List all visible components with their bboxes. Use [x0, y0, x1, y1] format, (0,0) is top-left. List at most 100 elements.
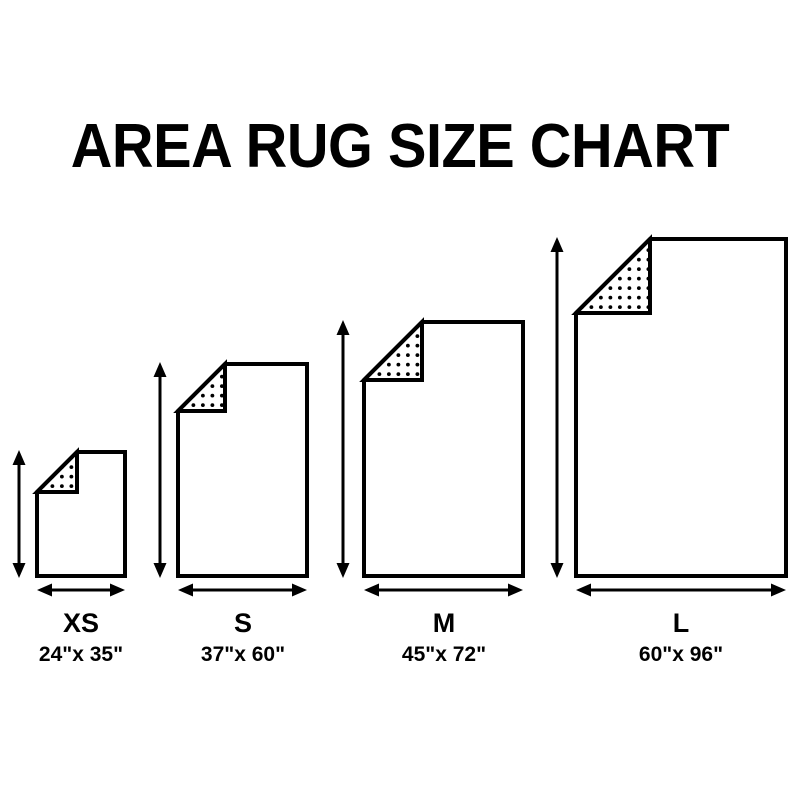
fold-dot — [377, 334, 382, 339]
fold-dot — [415, 372, 420, 377]
fold-dot — [386, 324, 391, 329]
fold-dot — [627, 295, 632, 300]
fold-dot — [367, 353, 372, 358]
fold-dot — [608, 295, 613, 300]
fold-dot — [589, 248, 594, 253]
fold-dot — [598, 239, 603, 243]
fold-dot — [396, 324, 401, 329]
fold-dot — [589, 257, 594, 262]
fold-dot — [415, 362, 420, 367]
fold-dot — [627, 239, 632, 243]
fold-dot — [617, 276, 622, 281]
fold-dot — [200, 365, 205, 370]
fold-dot — [367, 343, 372, 348]
fold-dot — [191, 374, 196, 379]
rug-dimension-label-xs: 24"x 35" — [38, 643, 124, 666]
fold-dot — [636, 276, 641, 281]
fold-dot — [181, 384, 186, 389]
rug-dimension-label-l: 60"x 96" — [638, 643, 724, 666]
fold-dot — [617, 286, 622, 291]
fold-dot — [579, 295, 584, 300]
fold-dot — [367, 324, 372, 329]
fold-dot — [200, 403, 205, 408]
rug-fold-outline-l — [571, 234, 652, 315]
fold-dot — [40, 455, 45, 460]
fold-dot — [589, 276, 594, 281]
fold-dot — [405, 324, 410, 329]
fold-dot — [636, 305, 641, 310]
fold-dot — [210, 403, 215, 408]
fold-dot — [627, 276, 632, 281]
fold-dot — [415, 353, 420, 358]
fold-dot — [636, 257, 641, 262]
fold-dot — [415, 343, 420, 348]
fold-dot — [396, 362, 401, 367]
fold-dot — [608, 239, 613, 243]
rug-size-label-s: S — [233, 608, 252, 638]
fold-dot — [598, 248, 603, 253]
fold-dot — [219, 374, 224, 379]
fold-dot — [617, 257, 622, 262]
fold-dot — [59, 474, 64, 479]
fold-dot — [589, 267, 594, 272]
fold-dot — [210, 393, 215, 398]
fold-dot — [377, 343, 382, 348]
rug-dimension-label-s: 37"x 60" — [200, 643, 286, 666]
rug-figure-s — [153, 359, 309, 597]
fold-dot — [386, 372, 391, 377]
length-arrow-xs — [12, 450, 26, 578]
length-arrow-s — [153, 362, 167, 578]
fold-dot — [617, 239, 622, 243]
fold-dot — [69, 465, 74, 470]
fold-dot — [396, 353, 401, 358]
fold-dot — [405, 343, 410, 348]
fold-dot — [396, 372, 401, 377]
rug-size-label-xs: XS — [62, 608, 100, 638]
fold-dot — [579, 286, 584, 291]
fold-dot — [636, 239, 641, 243]
rug-dimension-label-m: 45"x 72" — [401, 643, 487, 666]
fold-dot — [386, 362, 391, 367]
fold-dot — [191, 365, 196, 370]
fold-dot — [69, 474, 74, 479]
fold-dot — [617, 248, 622, 253]
rug-figure-m — [336, 317, 525, 597]
fold-dot — [367, 362, 372, 367]
fold-dot — [40, 465, 45, 470]
fold-dot — [200, 393, 205, 398]
length-arrow-l — [550, 237, 564, 578]
fold-dot — [608, 267, 613, 272]
fold-dot — [50, 465, 55, 470]
fold-dot — [617, 295, 622, 300]
fold-dot — [386, 343, 391, 348]
fold-dot — [219, 403, 224, 408]
rug-fold-outline-m — [359, 317, 424, 382]
rug-figure-l — [550, 234, 788, 597]
fold-dot — [405, 353, 410, 358]
fold-dot — [191, 403, 196, 408]
fold-dot — [210, 365, 215, 370]
fold-dot — [40, 474, 45, 479]
fold-dot — [608, 248, 613, 253]
fold-dot — [627, 305, 632, 310]
fold-dot — [589, 305, 594, 310]
fold-dot — [636, 286, 641, 291]
fold-dot — [579, 276, 584, 281]
fold-dot — [627, 267, 632, 272]
fold-dot — [579, 267, 584, 272]
fold-dot — [191, 384, 196, 389]
rug-size-label-m: M — [432, 608, 456, 638]
fold-dot — [181, 365, 186, 370]
fold-dot — [579, 257, 584, 262]
fold-dot — [589, 286, 594, 291]
fold-dot — [200, 374, 205, 379]
fold-dot — [219, 393, 224, 398]
fold-dot — [636, 267, 641, 272]
fold-dot — [405, 372, 410, 377]
fold-dot — [386, 334, 391, 339]
width-arrow-s — [178, 583, 307, 597]
fold-dot — [50, 484, 55, 489]
fold-dot — [396, 334, 401, 339]
